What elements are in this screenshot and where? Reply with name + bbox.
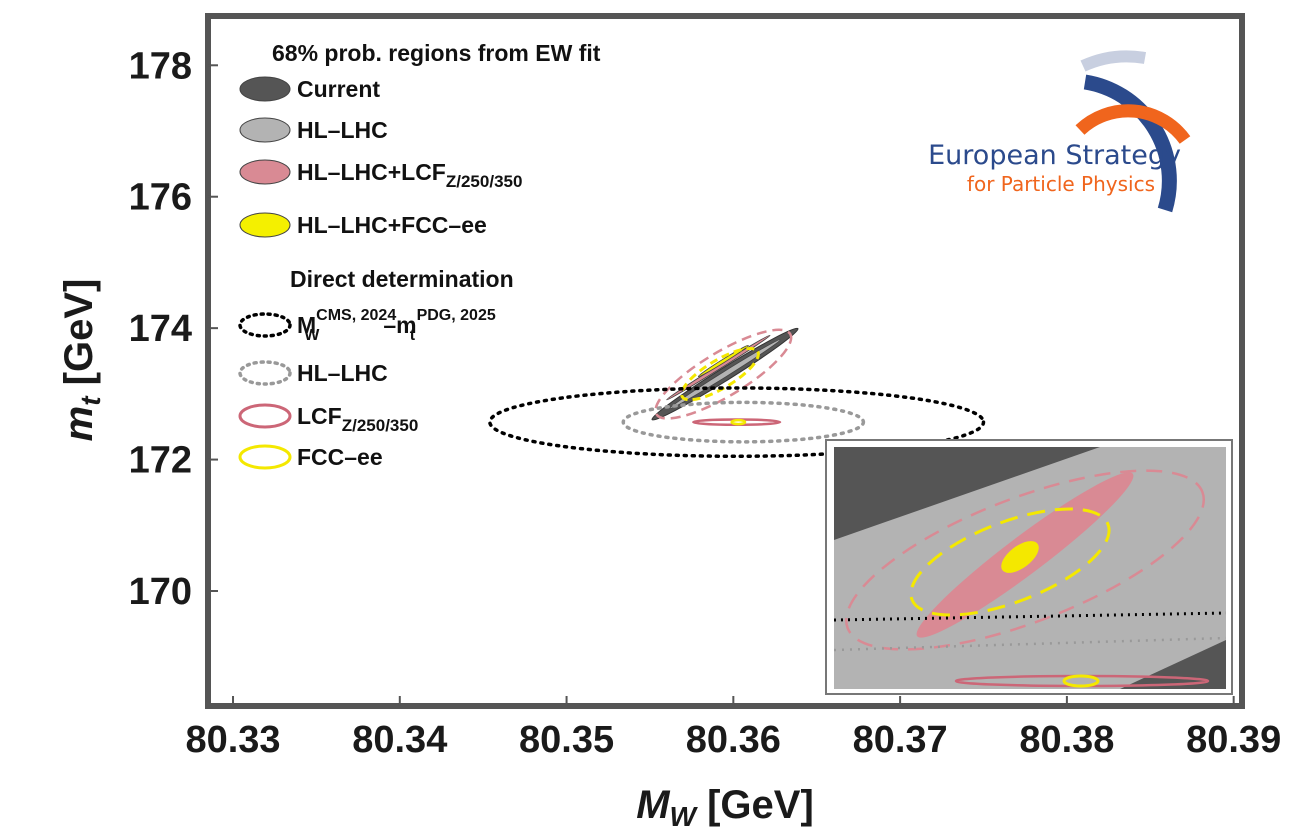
inset-fcc-fit — [1001, 541, 1039, 573]
legend-fit-swatch — [239, 117, 291, 143]
x-axis-label: MW [GeV] — [636, 783, 814, 830]
legend-direct-title: Direct determination — [290, 266, 514, 292]
inset-fcc-direct — [1062, 674, 1100, 688]
inset-fcc-dashed — [909, 507, 1111, 617]
legend-fit-label: HL–LHC+LCFZ/250/350 — [297, 159, 522, 191]
legend-direct-swatch — [238, 444, 292, 470]
fit-region-3 — [697, 344, 749, 378]
y-tick-label: 176 — [129, 177, 192, 219]
legend-direct-label: MCMS, 2024 W –mPDG, 2025 t — [297, 307, 496, 344]
logo-text-2: for Particle Physics — [967, 172, 1155, 196]
inset-cms-dotted — [834, 611, 1226, 622]
x-tick-label: 80.35 — [519, 719, 614, 761]
legend-direct-swatch — [238, 360, 292, 386]
y-tick-label: 172 — [129, 440, 192, 482]
x-axis-ticks: 80.33 80.34 80.35 80.36 80.37 80.38 80.39 — [185, 696, 1281, 761]
logo-text-1: European Strategy — [928, 140, 1181, 171]
y-tick-label: 174 — [129, 308, 192, 350]
y-tick-label: 170 — [129, 571, 192, 613]
direct-region-0 — [488, 386, 986, 459]
legend-title: 68% prob. regions from EW fit — [272, 40, 601, 66]
legend-direct-swatch — [238, 312, 292, 338]
legend-fit-label: HL–LHC — [297, 117, 388, 143]
x-tick-label: 80.33 — [185, 719, 280, 761]
legend-fit-swatch — [239, 76, 291, 102]
legend-fit-swatch — [239, 212, 291, 238]
x-tick-label: 80.38 — [1019, 719, 1114, 761]
logo: European Strategy for Particle Physics — [928, 50, 1191, 213]
direct-region-1 — [621, 400, 866, 444]
legend-fit-label: HL–LHC+FCC–ee — [297, 212, 487, 238]
logo-arc-blue — [1083, 74, 1177, 213]
x-tick-label: 80.37 — [853, 719, 948, 761]
logo-arc-grey — [1080, 50, 1147, 72]
fit-region-1 — [669, 339, 781, 409]
inset-lcf-dashed — [844, 469, 1206, 651]
y-axis-label: mt [GeV] — [57, 279, 106, 442]
fit-regions — [651, 327, 799, 421]
y-axis-ticks: 170 172 174 176 178 — [129, 45, 218, 613]
y-tick-label: 178 — [129, 45, 192, 87]
legend: 68% prob. regions from EW fit Direct det… — [238, 40, 601, 470]
legend-direct-label: LCFZ/250/350 — [297, 403, 418, 435]
direct-regions — [488, 386, 986, 459]
x-tick-label: 80.34 — [352, 719, 447, 761]
legend-fit-swatch — [239, 159, 291, 185]
inset-hllhc-dotted — [834, 636, 1226, 652]
zoom-inset — [825, 439, 1233, 695]
x-tick-label: 80.36 — [686, 719, 781, 761]
legend-direct-swatch — [238, 403, 292, 429]
direct-region-3 — [730, 418, 747, 426]
legend-direct-label: HL–LHC — [297, 360, 388, 386]
lcf-dashed-ellipse — [654, 328, 793, 420]
logo-arc-orange — [1075, 104, 1191, 144]
legend-fit-label: Current — [297, 76, 380, 102]
x-tick-label: 80.39 — [1186, 719, 1281, 761]
legend-direct-label: FCC–ee — [297, 444, 383, 470]
